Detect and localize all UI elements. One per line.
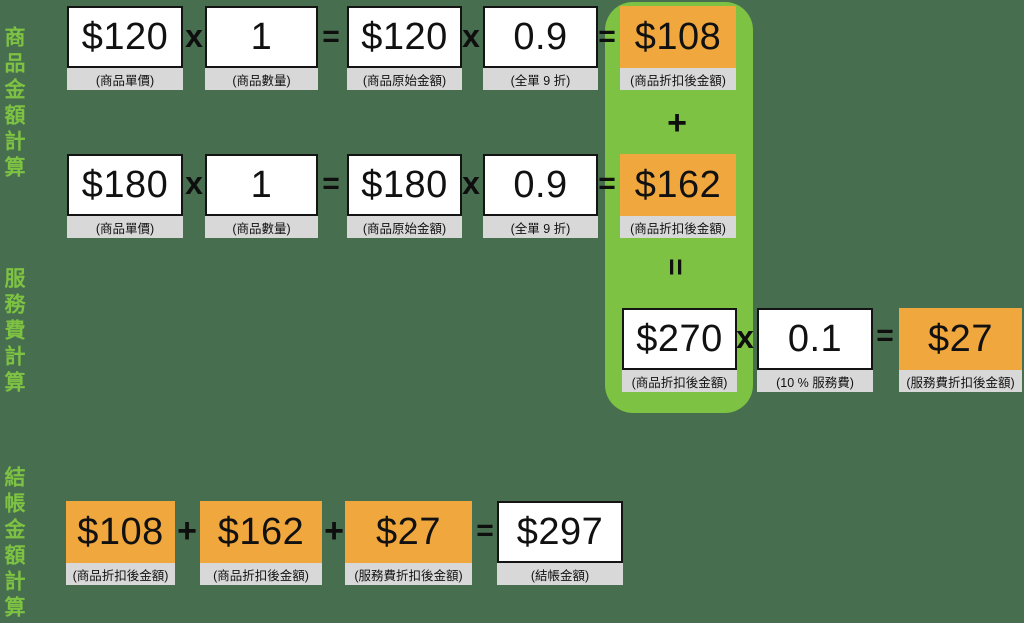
box-label: (服務費折扣後金額) [899, 370, 1022, 392]
multiply-operator: x [185, 18, 203, 54]
section-label-service: 服務費計算 [2, 267, 25, 397]
box-label: (商品單價) [67, 68, 183, 90]
box-value: $270 [622, 308, 737, 370]
box-label: (商品單價) [67, 216, 183, 238]
multiply-operator: x [736, 319, 754, 355]
equals-operator: = [322, 167, 340, 200]
box-value: 0.9 [483, 154, 598, 216]
box-label: (商品數量) [205, 216, 318, 238]
box-label: (全單 9 折) [483, 68, 598, 90]
box-label: (商品折扣後金額) [200, 563, 322, 585]
equals-operator: = [476, 514, 494, 547]
section-label-product: 商品金額計算 [2, 26, 25, 182]
checkout-total-box: $297 (結帳金額) [497, 501, 623, 585]
unit-price-box-1: $120 (商品單價) [67, 6, 183, 90]
box-label: (商品原始金額) [347, 216, 462, 238]
equals-operator: = [598, 167, 616, 200]
box-label: (商品折扣後金額) [66, 563, 175, 585]
box-value: $297 [497, 501, 623, 563]
quantity-box-1: 1 (商品數量) [205, 6, 318, 90]
box-label: (全單 9 折) [483, 216, 598, 238]
multiply-operator: x [462, 165, 480, 201]
discounted-total-box: $270 (商品折扣後金額) [622, 308, 737, 392]
box-label: (商品折扣後金額) [622, 370, 737, 392]
equals-operator: = [598, 20, 616, 53]
discount-rate-box-2: 0.9 (全單 9 折) [483, 154, 598, 238]
box-value: $162 [620, 154, 736, 216]
checkout-service-box: $27 (服務費折扣後金額) [345, 501, 472, 585]
unit-price-box-2: $180 (商品單價) [67, 154, 183, 238]
box-label: (商品數量) [205, 68, 318, 90]
equals-operator: = [876, 319, 894, 352]
box-value: $180 [347, 154, 462, 216]
box-value: $180 [67, 154, 183, 216]
box-value: 1 [205, 6, 318, 68]
multiply-operator: x [462, 18, 480, 54]
vertical-equals-operator: = [659, 258, 692, 276]
box-label: (商品折扣後金額) [620, 68, 736, 90]
box-value: $27 [345, 501, 472, 563]
service-rate-box: 0.1 (10 % 服務費) [757, 308, 873, 392]
box-value: $27 [899, 308, 1022, 370]
discounted-amount-box-2: $162 (商品折扣後金額) [620, 154, 736, 238]
box-value: $162 [200, 501, 322, 563]
discount-rate-box-1: 0.9 (全單 9 折) [483, 6, 598, 90]
box-value: $120 [67, 6, 183, 68]
original-amount-box-1: $120 (商品原始金額) [347, 6, 462, 90]
box-value: $108 [620, 6, 736, 68]
plus-operator: + [667, 104, 687, 142]
plus-operator: + [177, 512, 197, 550]
multiply-operator: x [185, 165, 203, 201]
box-label: (10 % 服務費) [757, 370, 873, 392]
box-label: (商品折扣後金額) [620, 216, 736, 238]
box-value: 0.1 [757, 308, 873, 370]
checkout-item2-box: $162 (商品折扣後金額) [200, 501, 322, 585]
box-value: $108 [66, 501, 175, 563]
box-value: $120 [347, 6, 462, 68]
box-label: (服務費折扣後金額) [345, 563, 472, 585]
discounted-amount-box-1: $108 (商品折扣後金額) [620, 6, 736, 90]
checkout-item1-box: $108 (商品折扣後金額) [66, 501, 175, 585]
plus-operator: + [324, 512, 344, 550]
original-amount-box-2: $180 (商品原始金額) [347, 154, 462, 238]
equals-operator: = [322, 20, 340, 53]
box-value: 0.9 [483, 6, 598, 68]
box-label: (結帳金額) [497, 563, 623, 585]
section-label-checkout: 結帳金額計算 [2, 466, 25, 622]
quantity-box-2: 1 (商品數量) [205, 154, 318, 238]
box-label: (商品原始金額) [347, 68, 462, 90]
service-fee-box: $27 (服務費折扣後金額) [899, 308, 1022, 392]
box-value: 1 [205, 154, 318, 216]
